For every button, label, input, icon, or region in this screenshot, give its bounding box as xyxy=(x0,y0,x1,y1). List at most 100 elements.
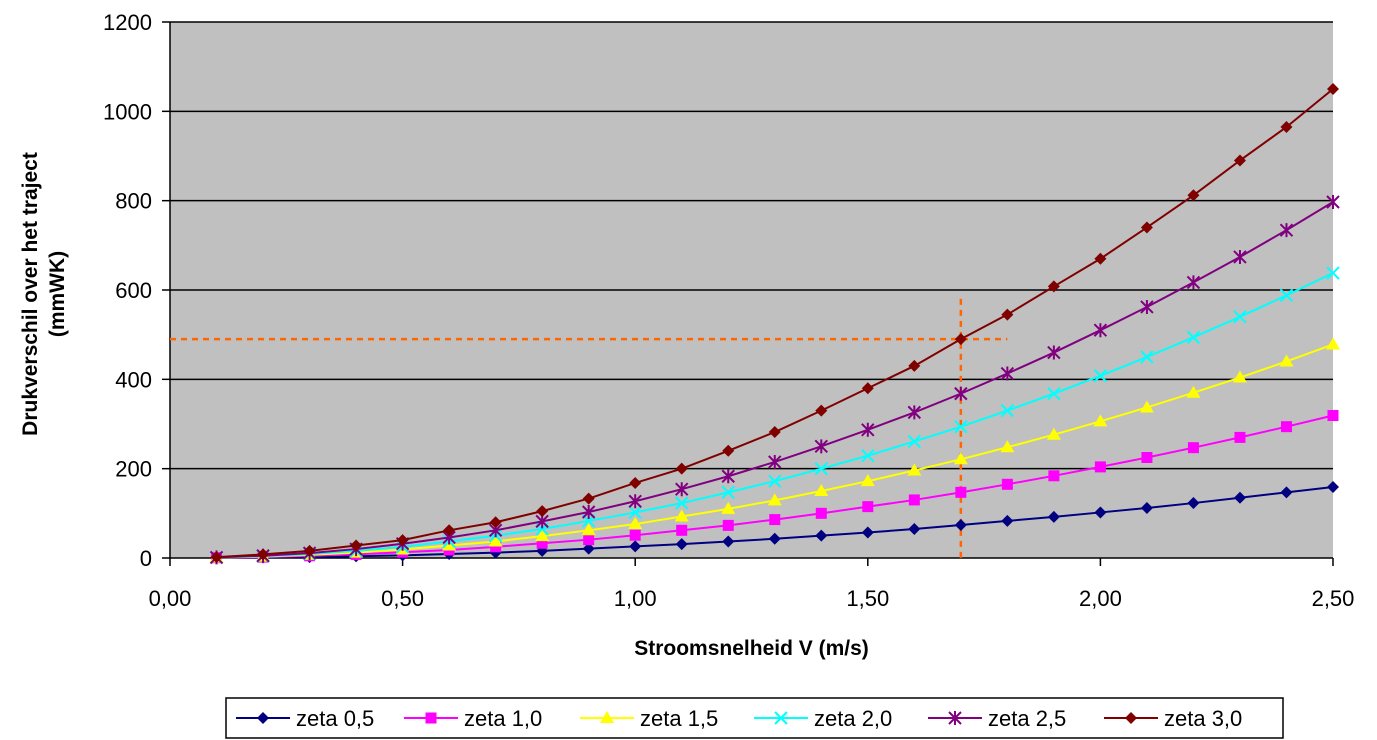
data-point xyxy=(1279,223,1294,238)
x-tick-label: 1,00 xyxy=(614,586,657,611)
data-point xyxy=(1139,400,1154,413)
data-point xyxy=(1233,491,1246,504)
legend-marker xyxy=(425,712,437,724)
data-point xyxy=(1140,350,1154,364)
legend-marker xyxy=(948,711,962,725)
data-point xyxy=(860,474,875,487)
data-point xyxy=(674,509,689,522)
data-point xyxy=(768,532,781,545)
data-point xyxy=(767,493,782,506)
legend-item-2: zeta 1,0 xyxy=(404,706,542,731)
data-point xyxy=(1001,478,1013,490)
data-point xyxy=(1279,354,1294,367)
data-point xyxy=(861,449,875,463)
x-tick-label: 0,00 xyxy=(149,586,192,611)
data-point xyxy=(1094,252,1107,265)
y-tick-label: 200 xyxy=(115,457,152,482)
data-point xyxy=(1327,410,1339,422)
gridlines xyxy=(170,21,1333,470)
data-point xyxy=(303,544,316,557)
data-point xyxy=(721,469,735,484)
legend-label: zeta 1,0 xyxy=(464,706,542,731)
data-point xyxy=(954,419,968,434)
data-point xyxy=(675,482,689,497)
data-point xyxy=(908,522,921,535)
y-axis-title-line1: Drukverschil over het traject xyxy=(19,152,42,436)
legend-item-6: zeta 3,0 xyxy=(1104,706,1242,731)
data-point xyxy=(675,538,688,551)
data-point xyxy=(675,462,688,475)
legend-label: zeta 1,5 xyxy=(640,706,718,731)
data-point xyxy=(1000,366,1015,381)
data-point xyxy=(582,542,595,555)
data-point xyxy=(581,504,596,519)
data-point xyxy=(628,517,643,530)
data-point xyxy=(908,359,921,372)
legend: zeta 0,5 zeta 1,0 zeta 1,5 zeta 2,0 zeta 2,5… xyxy=(225,697,1284,739)
data-point xyxy=(536,505,549,518)
data-point xyxy=(442,538,457,551)
legend-label: zeta 3,0 xyxy=(1164,706,1242,731)
data-point xyxy=(954,386,968,401)
data-point xyxy=(814,461,828,476)
data-point xyxy=(815,507,827,519)
data-point xyxy=(1187,442,1199,454)
data-point xyxy=(628,494,642,509)
data-point xyxy=(1232,370,1247,383)
data-point xyxy=(350,539,363,552)
data-point xyxy=(1280,486,1293,499)
data-point xyxy=(954,333,967,346)
data-point xyxy=(1093,369,1108,383)
data-point xyxy=(629,529,641,541)
data-point xyxy=(1093,414,1108,427)
legend-label: zeta 2,5 xyxy=(988,706,1066,731)
data-point xyxy=(815,529,828,542)
data-point xyxy=(907,463,922,476)
data-point xyxy=(1140,221,1153,234)
axes xyxy=(162,21,1334,566)
y-tick-label: 1000 xyxy=(103,99,152,124)
tick-labels: 0 200 400 600 800 1000 1200 0,00 0,50 1,00 1,50 2,0… xyxy=(103,10,1354,611)
data-point xyxy=(861,382,874,395)
data-point xyxy=(722,444,735,457)
data-point xyxy=(768,474,782,488)
data-point xyxy=(907,405,922,420)
data-point xyxy=(815,404,828,417)
data-point xyxy=(629,540,642,553)
x-axis-title: Stroomsnelheid V (m/s) xyxy=(634,637,869,660)
data-point xyxy=(1094,461,1106,473)
legend-marker xyxy=(600,711,614,723)
data-point xyxy=(769,514,781,526)
data-point xyxy=(768,454,782,469)
data-point xyxy=(1000,403,1015,418)
data-point xyxy=(490,541,502,553)
data-point xyxy=(628,505,642,520)
data-point xyxy=(1279,288,1294,303)
data-point xyxy=(1141,452,1153,463)
reference-lines xyxy=(170,298,1008,558)
x-tick-label: 0,50 xyxy=(381,586,424,611)
data-point xyxy=(1094,506,1107,519)
data-point xyxy=(1048,470,1060,482)
data-point xyxy=(1047,345,1061,360)
data-point xyxy=(862,501,874,513)
y-tick-label: 400 xyxy=(115,367,152,392)
data-point xyxy=(1187,189,1200,202)
series-lines xyxy=(209,83,1340,565)
data-point xyxy=(1326,266,1340,280)
data-point xyxy=(443,524,456,537)
data-point xyxy=(675,496,689,510)
data-point xyxy=(722,535,735,548)
data-point xyxy=(1000,440,1015,453)
data-point xyxy=(583,534,595,546)
data-point xyxy=(1327,83,1339,95)
data-point xyxy=(861,526,874,539)
data-point xyxy=(1047,510,1060,523)
data-point xyxy=(861,422,875,437)
data-point xyxy=(814,484,829,496)
data-point xyxy=(908,494,920,506)
data-point xyxy=(1140,299,1154,314)
data-point xyxy=(396,534,409,547)
legend-item-4: zeta 2,0 xyxy=(754,706,892,731)
legend-marker xyxy=(774,711,788,725)
